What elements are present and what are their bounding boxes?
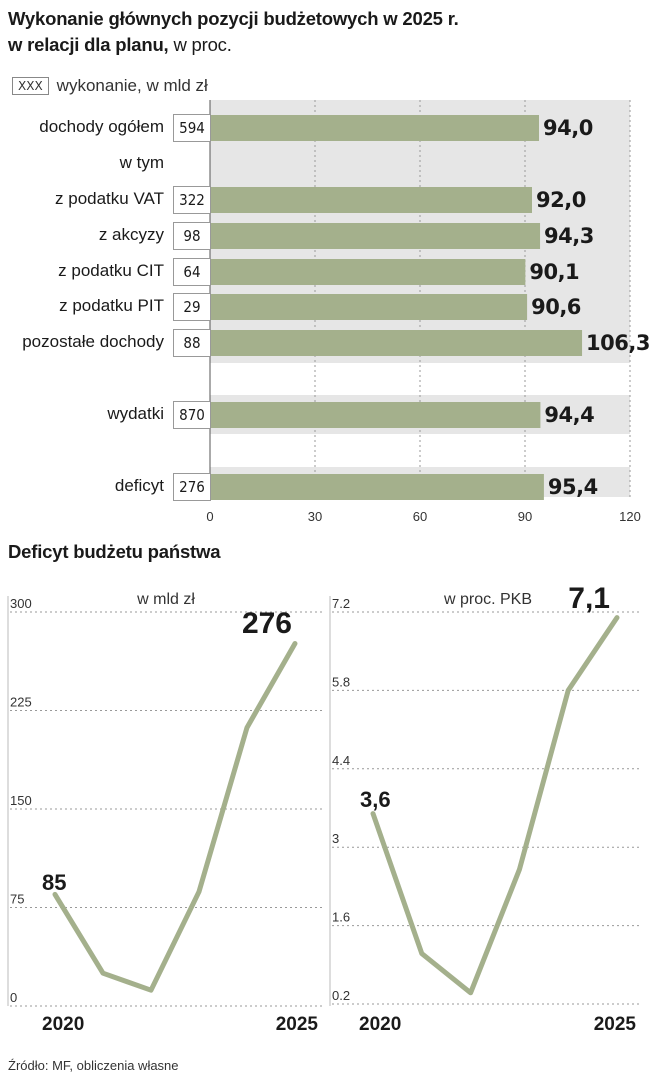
deficit-section-title: Deficyt budżetu państwa: [8, 541, 221, 562]
y-tick-label: 0.2: [332, 988, 350, 1003]
chart-title-bold2: w relacji dla planu,: [8, 34, 169, 55]
line-chart-title: w mld zł: [136, 591, 195, 608]
series-line: [370, 615, 620, 996]
bar-value-label: 90,1: [529, 260, 580, 284]
legend-label: wykonanie, w mld zł: [56, 76, 208, 95]
bar: [210, 187, 532, 213]
category-label: wydatki: [107, 404, 164, 423]
y-tick-label: 0: [10, 990, 17, 1005]
x-tick-label: 0: [206, 509, 213, 524]
end-value-label: 276: [242, 607, 292, 640]
legend: XXX wykonanie, w mld zł: [12, 76, 208, 96]
y-tick-label: 3: [332, 831, 339, 846]
start-value-label: 85: [42, 870, 66, 895]
bar-value-label: 94,4: [544, 403, 595, 427]
x-tick-label: 120: [619, 509, 641, 524]
amount-box: 64: [173, 258, 211, 286]
chart-title: Wykonanie głównych pozycji budżetowych w…: [8, 6, 459, 58]
x-tick-label: 2025: [276, 1014, 319, 1035]
y-tick-label: 1.6: [332, 910, 350, 925]
bar: [210, 223, 541, 249]
bar: [210, 330, 583, 356]
bar-value-label: 94,0: [543, 116, 593, 140]
end-value-label: 7,1: [568, 582, 610, 615]
bar: [210, 259, 526, 285]
y-tick-label: 5.8: [332, 674, 350, 689]
bar-value-label: 106,3: [586, 331, 650, 355]
bar: [210, 115, 539, 141]
amount-box: 870: [173, 401, 211, 429]
amount-box: 29: [173, 293, 211, 321]
x-tick-label: 2020: [42, 1014, 84, 1035]
legend-box: XXX: [12, 77, 49, 95]
category-label: pozostałe dochody: [22, 332, 164, 351]
bar-value-label: 94,3: [544, 224, 594, 248]
x-tick-label: 2025: [594, 1014, 637, 1035]
x-tick-label: 60: [413, 509, 427, 524]
bar-chart: 0 30 60 90 120: [206, 100, 641, 524]
series-line: [52, 641, 298, 993]
x-tick-label: 90: [518, 509, 532, 524]
category-label: deficyt: [114, 476, 164, 495]
category-label: z podatku CIT: [58, 261, 164, 280]
source-note: Źródło: MF, obliczenia własne: [8, 1058, 179, 1073]
x-tick-label: 2020: [359, 1014, 401, 1035]
x-tick-label: 30: [308, 509, 322, 524]
start-value-label: 3,6: [360, 787, 391, 812]
amount-box: 98: [173, 222, 211, 250]
amount-box: 322: [173, 186, 211, 214]
chart-title-line1: Wykonanie głównych pozycji budżetowych w…: [8, 8, 459, 29]
amount-box: 594: [173, 114, 211, 142]
category-label: z podatku VAT: [55, 189, 164, 208]
bar-value-label: 95,4: [547, 475, 598, 499]
line-chart-title: w proc. PKB: [443, 591, 532, 608]
amount-box: 88: [173, 329, 211, 357]
y-tick-label: 7.2: [332, 596, 350, 611]
y-tick-label: 4.4: [332, 753, 350, 768]
amount-box: 276: [173, 473, 211, 501]
chart-title-line2: w relacji dla planu, w proc.: [8, 32, 459, 58]
y-tick-label: 225: [10, 695, 32, 710]
bar: [210, 474, 544, 500]
bar-value-label: 92,0: [536, 188, 586, 212]
y-tick-label: 75: [10, 892, 24, 907]
y-tick-label: 300: [10, 596, 32, 611]
category-header-label: w tym: [119, 153, 164, 172]
category-label: z akcyzy: [98, 225, 164, 244]
category-label: dochody ogółem: [39, 117, 164, 136]
bar: [210, 402, 541, 428]
bar-value-label: 90,6: [531, 295, 581, 319]
chart-title-unit: w proc.: [168, 34, 232, 55]
category-label: z podatku PIT: [59, 296, 164, 315]
bar: [210, 294, 528, 320]
y-tick-label: 150: [10, 793, 32, 808]
